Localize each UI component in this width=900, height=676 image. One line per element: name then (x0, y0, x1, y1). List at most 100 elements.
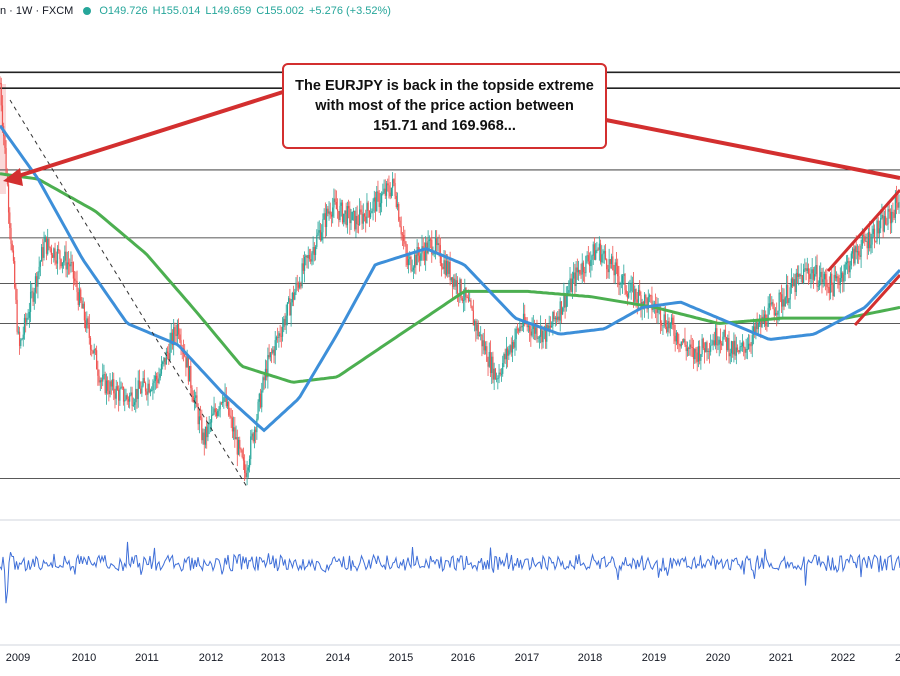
symbol-label[interactable]: n · 1W · FXCM (0, 5, 74, 17)
candle-body (551, 325, 553, 328)
candle-body (889, 211, 892, 224)
candle-body (662, 325, 664, 327)
candle-body (204, 426, 207, 445)
candle-body (146, 391, 148, 395)
candle-body (268, 355, 270, 358)
close-value: C155.002 (256, 5, 304, 17)
candle-body (236, 437, 238, 455)
candle-body (459, 279, 461, 297)
candle-body (359, 209, 361, 225)
candle-body (390, 187, 393, 197)
candle-body (59, 250, 61, 260)
candle-body (604, 250, 607, 260)
candle-body (771, 302, 773, 305)
candle-body (595, 250, 597, 260)
candle-body (193, 397, 196, 403)
candle-body (23, 317, 26, 335)
candle-body (869, 232, 871, 249)
candle-body (387, 183, 389, 186)
candle-body (574, 272, 576, 287)
candle-body (492, 356, 494, 380)
candle-body (719, 339, 722, 344)
candle-body (365, 216, 367, 223)
candle-body (738, 350, 740, 353)
candle-body (63, 260, 65, 263)
candle-body (341, 202, 344, 223)
candle-body (11, 243, 13, 251)
candle-body (67, 262, 70, 265)
candle-body (483, 340, 485, 351)
candle-body (138, 380, 141, 389)
volatility-pane (0, 519, 900, 604)
candle-body (515, 328, 517, 340)
candle-body (837, 276, 839, 282)
candle-body (708, 350, 711, 352)
candle-body (588, 261, 591, 267)
candle-body (277, 337, 279, 338)
candle-body (615, 262, 618, 266)
candle-body (279, 333, 281, 336)
candle-body (410, 256, 412, 271)
candle-body (509, 345, 511, 351)
candle-body (872, 228, 874, 234)
candle-body (544, 326, 547, 342)
candle-body (108, 390, 110, 395)
candle-body (296, 282, 298, 285)
candle-body (368, 210, 370, 218)
candle-body (894, 196, 896, 218)
annotation-callout[interactable]: The EURJPY is back in the topside extrem… (282, 63, 607, 149)
candle-body (473, 320, 476, 326)
candle-body (825, 273, 827, 280)
candle-body (415, 254, 417, 266)
candle-body (661, 324, 663, 326)
candle-body (822, 279, 824, 283)
candle-body (158, 377, 160, 384)
candle-body (173, 327, 175, 346)
candle-body (513, 342, 515, 348)
candle-body (64, 251, 66, 261)
candle-body (624, 274, 626, 291)
candle-body (234, 427, 236, 440)
candle-body (853, 248, 855, 264)
candle-body (113, 379, 115, 394)
candle-body (44, 236, 46, 242)
candle-body (768, 303, 770, 308)
candle-body (129, 395, 131, 402)
candle-body (153, 381, 155, 383)
candle-body (542, 330, 544, 343)
candle-body (270, 352, 273, 354)
candle-body (706, 342, 708, 352)
candle-body (836, 276, 838, 279)
x-tick-label: 2015 (389, 652, 413, 664)
candle-body (652, 308, 654, 311)
candle-body (663, 314, 665, 326)
open-value: O149.726 (99, 5, 148, 17)
candle-body (214, 408, 216, 413)
candle-body (305, 255, 307, 257)
candle-body (215, 412, 218, 416)
candle-body (152, 382, 154, 391)
candle-body (733, 340, 735, 355)
candle-body (488, 351, 490, 367)
candle-body (381, 194, 383, 204)
candle-body (141, 385, 143, 394)
candle-body (404, 241, 406, 244)
candle-body (668, 321, 670, 329)
candle-body (357, 224, 359, 225)
candle-body (625, 290, 627, 294)
candle-body (758, 319, 761, 325)
candle-body (628, 292, 630, 298)
candle-body (294, 292, 296, 300)
candle-body (385, 183, 388, 196)
candle-body (570, 278, 572, 292)
candle-body (576, 267, 578, 273)
candle-body (756, 321, 758, 330)
candle-body (133, 402, 136, 405)
candle-body (119, 388, 121, 401)
candle-body (590, 259, 592, 267)
candle-body (681, 341, 684, 343)
x-tick-label: 2009 (6, 652, 30, 664)
candle-body (803, 269, 805, 283)
candle-body (239, 439, 241, 449)
candle-body (563, 294, 565, 308)
